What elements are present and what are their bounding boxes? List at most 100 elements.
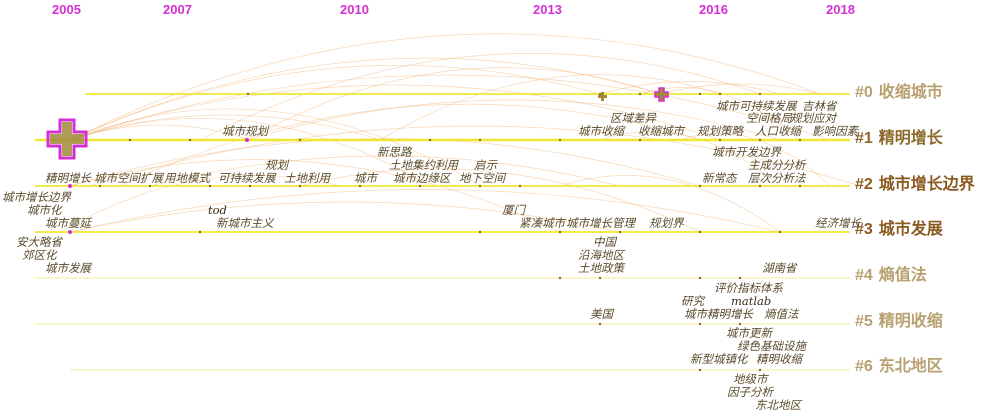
keyword-label[interactable]: 城市 xyxy=(354,171,377,185)
keyword-label[interactable]: 区域差异 xyxy=(610,111,656,125)
keyword-label[interactable]: 城市边缘区 xyxy=(393,171,451,185)
keyword-label[interactable]: 经济增长 xyxy=(815,216,861,230)
keyword-label[interactable]: 评价指标体系 xyxy=(714,281,783,295)
keyword-label[interactable]: 主成分分析 xyxy=(748,158,806,172)
keyword-label[interactable]: 城市发展 xyxy=(45,261,91,275)
keyword-dot[interactable] xyxy=(698,368,702,372)
node-city-planning[interactable] xyxy=(245,138,249,142)
node-urban-sprawl[interactable] xyxy=(68,230,72,234)
keyword-dot[interactable] xyxy=(478,184,482,188)
keyword-label[interactable]: 沿海地区 xyxy=(578,248,624,262)
keyword-label[interactable]: matlab xyxy=(731,294,772,308)
keyword-dot[interactable] xyxy=(188,138,192,142)
keyword-label[interactable]: 城市更新 xyxy=(726,326,772,340)
keyword-label[interactable]: 厦门 xyxy=(502,203,525,217)
keyword-label[interactable]: 城市收缩 xyxy=(578,124,624,138)
keyword-dot[interactable] xyxy=(148,184,152,188)
keyword-label[interactable]: 研究 xyxy=(681,294,704,308)
keyword-dot[interactable] xyxy=(798,184,802,188)
keyword-label[interactable]: 美国 xyxy=(590,307,613,321)
keyword-label[interactable]: 城市可持续发展 xyxy=(716,99,797,113)
cluster-label[interactable]: #6 东北地区 xyxy=(855,352,943,376)
keyword-label[interactable]: 地级市 xyxy=(733,372,768,386)
keyword-dot[interactable] xyxy=(638,92,642,96)
keyword-label[interactable]: 城市蔓延 xyxy=(45,216,91,230)
keyword-label[interactable]: 因子分析 xyxy=(727,385,773,399)
keyword-label[interactable]: tod xyxy=(208,203,227,217)
keyword-label[interactable]: 可持续发展 xyxy=(218,171,276,185)
keyword-dot[interactable] xyxy=(778,230,782,234)
keyword-label[interactable]: 城市增长边界 xyxy=(2,190,71,204)
cluster-label[interactable]: #3 城市发展 xyxy=(855,215,943,239)
keyword-label[interactable]: 人口收缩 xyxy=(755,124,801,138)
keyword-dot[interactable] xyxy=(558,276,562,280)
keyword-dot[interactable] xyxy=(758,368,762,372)
keyword-dot[interactable] xyxy=(558,230,562,234)
keyword-dot[interactable] xyxy=(598,322,602,326)
cluster-label[interactable]: #1 精明增长 xyxy=(855,124,943,148)
keyword-dot[interactable] xyxy=(418,184,422,188)
keyword-label[interactable]: 土地集约利用 xyxy=(389,158,458,172)
keyword-label[interactable]: 规划 xyxy=(265,158,288,172)
keyword-label[interactable]: 空间格局 xyxy=(746,111,792,125)
keyword-dot[interactable] xyxy=(698,322,702,326)
keyword-label[interactable]: 熵值法 xyxy=(764,307,799,321)
keyword-dot[interactable] xyxy=(298,184,302,188)
keyword-dot[interactable] xyxy=(758,138,762,142)
cluster-label[interactable]: #4 熵值法 xyxy=(855,261,927,285)
keyword-label[interactable]: 规划应对 xyxy=(790,111,836,125)
keyword-label[interactable]: 新型城镇化 xyxy=(690,352,748,366)
keyword-label[interactable]: 收缩城市 xyxy=(638,124,684,138)
keyword-label[interactable]: 地下空间 xyxy=(459,171,505,185)
keyword-label[interactable]: 精明收缩 xyxy=(756,352,802,366)
keyword-label[interactable]: 紧凑城市 xyxy=(519,216,565,230)
keyword-dot[interactable] xyxy=(518,184,522,188)
keyword-dot[interactable] xyxy=(718,92,722,96)
keyword-dot[interactable] xyxy=(738,322,742,326)
keyword-label[interactable]: 城市化 xyxy=(27,203,62,217)
keyword-dot[interactable] xyxy=(798,138,802,142)
keyword-dot[interactable] xyxy=(208,184,212,188)
keyword-dot[interactable] xyxy=(598,92,602,96)
keyword-dot[interactable] xyxy=(598,276,602,280)
cluster-label[interactable]: #0 收缩城市 xyxy=(855,78,943,102)
keyword-dot[interactable] xyxy=(758,92,762,96)
keyword-label[interactable]: 土地政策 xyxy=(578,261,624,275)
keyword-dot[interactable] xyxy=(478,138,482,142)
keyword-dot[interactable] xyxy=(248,184,252,188)
keyword-label[interactable]: 规划策略 xyxy=(697,124,743,138)
keyword-label[interactable]: 用地模式 xyxy=(164,171,210,185)
keyword-label[interactable]: 新思路 xyxy=(377,145,412,159)
cluster-label[interactable]: #2 城市增长边界 xyxy=(855,170,975,194)
node-2014-small[interactable] xyxy=(598,92,607,101)
cluster-label[interactable]: #5 精明收缩 xyxy=(855,307,943,331)
keyword-dot[interactable] xyxy=(718,138,722,142)
node-smart-growth[interactable] xyxy=(68,184,72,188)
keyword-label[interactable]: 规划界 xyxy=(649,216,684,230)
keyword-dot[interactable] xyxy=(758,184,762,188)
keyword-dot[interactable] xyxy=(698,184,702,188)
keyword-label[interactable]: 城市增长管理 xyxy=(566,216,635,230)
keyword-dot[interactable] xyxy=(246,92,250,96)
keyword-label[interactable]: 东北地区 xyxy=(755,398,801,412)
keyword-dot[interactable] xyxy=(618,230,622,234)
keyword-dot[interactable] xyxy=(558,138,562,142)
keyword-dot[interactable] xyxy=(298,138,302,142)
keyword-dot[interactable] xyxy=(128,138,132,142)
keyword-label[interactable]: 安大略省 xyxy=(16,235,62,249)
keyword-label[interactable]: 郊区化 xyxy=(22,248,57,262)
keyword-label[interactable]: 新常态 xyxy=(702,171,737,185)
keyword-label[interactable]: 城市规划 xyxy=(222,124,268,138)
keyword-dot[interactable] xyxy=(738,276,742,280)
keyword-label[interactable]: 城市精明增长 xyxy=(684,307,753,321)
keyword-label[interactable]: 城市开发边界 xyxy=(712,145,781,159)
keyword-label[interactable]: 影响因素 xyxy=(812,124,858,138)
keyword-dot[interactable] xyxy=(478,230,482,234)
keyword-label[interactable]: 吉林省 xyxy=(802,99,837,113)
keyword-dot[interactable] xyxy=(698,276,702,280)
keyword-dot[interactable] xyxy=(698,230,702,234)
keyword-dot[interactable] xyxy=(98,184,102,188)
keyword-label[interactable]: 土地利用 xyxy=(284,171,330,185)
node-2015-small[interactable] xyxy=(654,87,669,102)
node-2005-large[interactable] xyxy=(46,118,88,160)
